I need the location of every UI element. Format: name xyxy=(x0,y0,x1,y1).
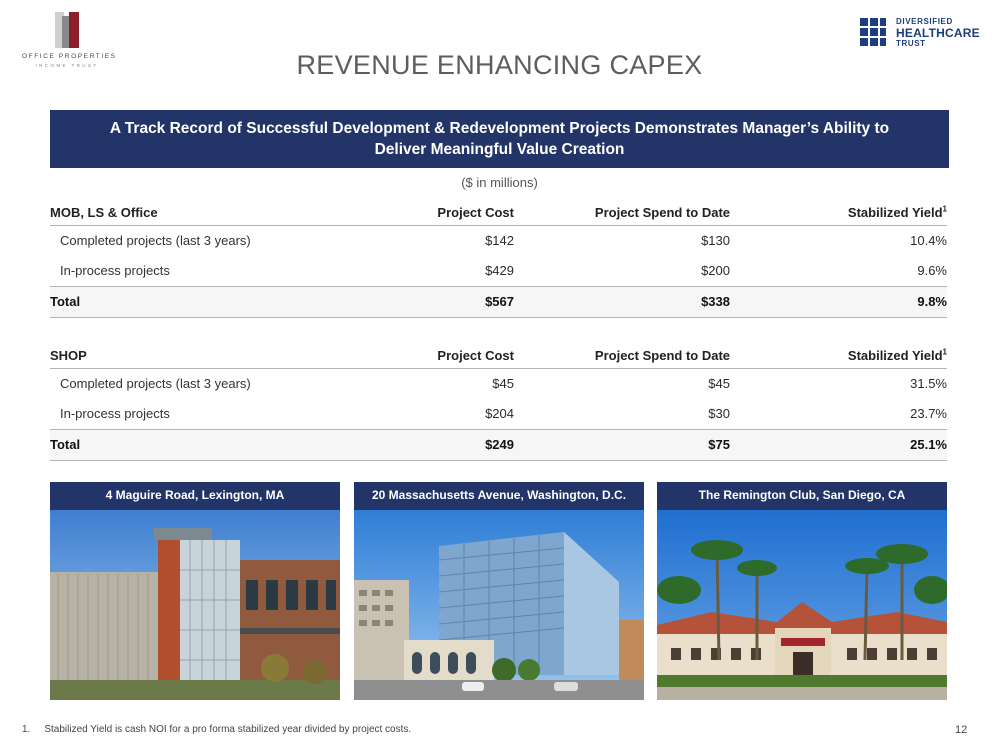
logo-right-line3: TRUST xyxy=(896,39,926,48)
remington-club-photo xyxy=(657,510,947,700)
total-label: Total xyxy=(50,294,81,309)
dht-grid-icon xyxy=(860,18,888,46)
table-row: Completed projects (last 3 years) $142 $… xyxy=(50,226,947,256)
glass-tower-photo xyxy=(354,510,644,700)
spend-to-date-cell: $130 xyxy=(701,233,730,248)
project-cost-cell: $429 xyxy=(485,263,514,278)
diversified-healthcare-logo: DIVERSIFIED HEALTHCARE TRUST xyxy=(860,18,990,50)
photo-caption: 20 Massachusetts Avenue, Washington, D.C… xyxy=(354,482,644,510)
logo-left-name: OFFICE PROPERTIES xyxy=(22,53,117,60)
spend-to-date-cell: $200 xyxy=(701,263,730,278)
row-label: In-process projects xyxy=(60,406,170,421)
spend-to-date-header: Project Spend to Date xyxy=(594,348,730,363)
logo-left-sub: INCOME TRUST xyxy=(35,63,99,68)
project-cost-header: Project Cost xyxy=(437,205,514,220)
page-title: REVENUE ENHANCING CAPEX xyxy=(296,50,703,80)
shop-table: SHOP Project Cost Project Spend to Date … xyxy=(50,344,947,461)
headline-banner: A Track Record of Successful Development… xyxy=(50,110,949,168)
logo-right-line1: DIVERSIFIED xyxy=(896,17,953,26)
total-label: Total xyxy=(50,437,81,452)
segment-header: SHOP xyxy=(50,348,87,363)
total-project-cost: $249 xyxy=(485,437,514,452)
total-stabilized-yield: 9.8% xyxy=(917,294,947,309)
table-row: In-process projects $204 $30 23.7% xyxy=(50,399,947,429)
office-properties-logo: OFFICE PROPERTIES INCOME TRUST xyxy=(22,12,117,68)
row-label: Completed projects (last 3 years) xyxy=(60,376,251,391)
table-total-row: Total $567 $338 9.8% xyxy=(50,286,947,318)
property-photo-card: 4 Maguire Road, Lexington, MA xyxy=(50,482,340,700)
property-photo-card: The Remington Club, San Diego, CA xyxy=(657,482,947,700)
project-cost-cell: $142 xyxy=(485,233,514,248)
footnote: 1. Stabilized Yield is cash NOI for a pro… xyxy=(22,724,411,735)
spend-to-date-header: Project Spend to Date xyxy=(594,205,730,220)
spend-to-date-cell: $30 xyxy=(708,406,730,421)
footnote-number: 1. xyxy=(22,724,31,735)
project-cost-cell: $204 xyxy=(485,406,514,421)
mob-ls-office-table: MOB, LS & Office Project Cost Project Sp… xyxy=(50,201,947,318)
stabilized-yield-cell: 31.5% xyxy=(910,376,947,391)
table-row: In-process projects $429 $200 9.6% xyxy=(50,256,947,286)
stabilized-yield-cell: 10.4% xyxy=(910,233,947,248)
stabilized-yield-cell: 9.6% xyxy=(917,263,947,278)
project-cost-header: Project Cost xyxy=(437,348,514,363)
stabilized-yield-header: Stabilized Yield1 xyxy=(847,204,947,220)
page-number: 12 xyxy=(955,724,968,736)
photo-caption: 4 Maguire Road, Lexington, MA xyxy=(50,482,340,510)
property-photo-card: 20 Massachusetts Avenue, Washington, D.C… xyxy=(354,482,644,700)
row-label: In-process projects xyxy=(60,263,170,278)
footnote-ref: 1 xyxy=(942,347,947,357)
footnote-ref: 1 xyxy=(942,204,947,214)
table-row: Completed projects (last 3 years) $45 $4… xyxy=(50,369,947,399)
project-cost-cell: $45 xyxy=(492,376,514,391)
total-spend-to-date: $75 xyxy=(708,437,730,452)
footnote-text: Stabilized Yield is cash NOI for a pro f… xyxy=(44,724,412,735)
table-header-row: SHOP Project Cost Project Spend to Date … xyxy=(50,344,947,369)
table-total-row: Total $249 $75 25.1% xyxy=(50,429,947,461)
total-spend-to-date: $338 xyxy=(701,294,730,309)
table-header-row: MOB, LS & Office Project Cost Project Sp… xyxy=(50,201,947,226)
photo-caption: The Remington Club, San Diego, CA xyxy=(657,482,947,510)
total-stabilized-yield: 25.1% xyxy=(910,437,947,452)
office-building-photo xyxy=(50,510,340,700)
spend-to-date-cell: $45 xyxy=(708,376,730,391)
segment-header: MOB, LS & Office xyxy=(50,205,158,220)
row-label: Completed projects (last 3 years) xyxy=(60,233,251,248)
stabilized-yield-cell: 23.7% xyxy=(910,406,947,421)
total-project-cost: $567 xyxy=(485,294,514,309)
stabilized-yield-header: Stabilized Yield1 xyxy=(847,347,947,363)
logo-right-line2: HEALTHCARE xyxy=(896,26,980,40)
opi-logo-mark-icon xyxy=(55,12,79,48)
units-subtitle: ($ in millions) xyxy=(461,175,538,190)
